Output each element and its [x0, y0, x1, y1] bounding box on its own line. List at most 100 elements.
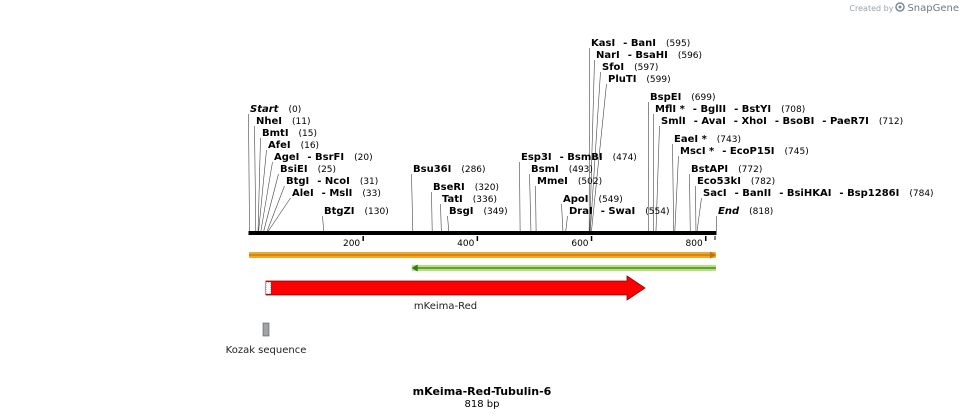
enzyme-name[interactable]: MscI * — [680, 146, 715, 157]
enzyme-name[interactable]: SmlI — [661, 116, 686, 127]
enzyme-label[interactable]: EaeI * — [674, 134, 708, 145]
site-drai[interactable]: DraI - SwaI (554) — [565, 206, 670, 232]
enzyme-label[interactable]: SmlI — [661, 116, 686, 127]
enzyme-label[interactable]: MmeI — [537, 176, 568, 187]
enzyme-name[interactable]: BtgZI — [324, 206, 355, 217]
enzyme-name[interactable]: BmtI — [262, 128, 289, 139]
enzyme-label[interactable]: BsiEI — [280, 164, 308, 175]
enzyme-label[interactable]: AvaI — [701, 116, 725, 127]
enzyme-name[interactable]: Start — [250, 104, 280, 115]
site-bmti[interactable]: BmtI (15) — [257, 128, 317, 232]
enzyme-label[interactable]: Eco53kI — [697, 176, 741, 187]
enzyme-label[interactable]: AgeI — [274, 152, 299, 163]
enzyme-label[interactable]: BsiHKAI — [787, 188, 832, 199]
enzyme-name[interactable]: MmeI — [537, 176, 568, 187]
site-bseri[interactable]: BseRI (320) — [431, 182, 499, 232]
site-bspei[interactable]: BspEI (699) — [648, 92, 716, 232]
site-alei[interactable]: AleI - MslI (33) — [268, 188, 381, 232]
site-bsmi[interactable]: BsmI (493) — [529, 164, 593, 232]
enzyme-label[interactable]: BsmBI — [567, 152, 602, 163]
site-tati[interactable]: TatI (336) — [440, 194, 497, 232]
site-end[interactable]: End (818) — [716, 206, 774, 231]
site-sfoi[interactable]: SfoI (597) — [590, 62, 658, 232]
enzyme-name[interactable]: BseRI — [433, 182, 465, 193]
site-apoi[interactable]: ApoI (549) — [561, 194, 623, 232]
enzyme-name[interactable]: BstAPI — [691, 164, 728, 175]
enzyme-name[interactable]: AgeI — [274, 152, 299, 163]
enzyme-label[interactable]: BtgZI — [324, 206, 355, 217]
enzyme-name[interactable]: AleI — [292, 188, 314, 199]
site-nhei[interactable]: NheI (11) — [254, 116, 311, 232]
enzyme-label[interactable]: BsoBI — [783, 116, 815, 127]
site-bstapi[interactable]: BstAPI (772) — [689, 164, 763, 232]
enzyme-label[interactable]: BsaHI — [635, 50, 667, 61]
enzyme-name[interactable]: - Bsp1286I — [839, 188, 899, 199]
enzyme-name[interactable]: - BsrFI — [307, 152, 344, 163]
enzyme-label[interactable]: TatI — [442, 194, 463, 205]
enzyme-name[interactable]: - MslI — [322, 188, 353, 199]
site-saci[interactable]: SacI - BanII - BsiHKAI - Bsp1286I (784) — [696, 188, 934, 232]
enzyme-label[interactable]: AleI — [292, 188, 314, 199]
enzyme-name[interactable]: - AvaI — [694, 116, 726, 127]
enzyme-name[interactable]: - BsmBI — [560, 152, 603, 163]
enzyme-label[interactable]: BspEI — [650, 92, 681, 103]
enzyme-label[interactable]: Esp3I — [521, 152, 552, 163]
enzyme-name[interactable]: SacI — [703, 188, 727, 199]
enzyme-name[interactable]: BsiEI — [280, 164, 308, 175]
feature-mkeima-red[interactable]: mKeima-Red — [265, 275, 646, 312]
site-afei[interactable]: AfeI (16) — [258, 140, 319, 232]
enzyme-label[interactable]: BanII — [742, 188, 771, 199]
site-pluti[interactable]: PluTI (599) — [591, 74, 671, 232]
enzyme-name[interactable]: - XhoI — [734, 116, 767, 127]
enzyme-name[interactable]: End — [718, 206, 740, 217]
forward-feature[interactable] — [249, 251, 716, 259]
site-smli[interactable]: SmlI - AvaI - XhoI - BsoBI - PaeR7I (712) — [655, 116, 903, 232]
enzyme-label[interactable]: SacI — [703, 188, 727, 199]
enzyme-name[interactable]: SfoI — [602, 62, 624, 73]
enzyme-label[interactable]: BsmI — [531, 164, 559, 175]
enzyme-name[interactable]: - BstYI — [734, 104, 771, 115]
enzyme-label[interactable]: BtgI — [286, 176, 309, 187]
enzyme-label[interactable]: Bsp1286I — [847, 188, 899, 199]
cds-arrow[interactable] — [265, 275, 646, 301]
enzyme-name[interactable]: KasI — [591, 38, 615, 49]
site-bsiei[interactable]: BsiEI (25) — [263, 164, 336, 232]
enzyme-name[interactable]: - NcoI — [317, 176, 350, 187]
enzyme-name[interactable]: - BsaHI — [628, 50, 668, 61]
enzyme-label[interactable]: NcoI — [325, 176, 350, 187]
enzyme-name[interactable]: - BsoBI — [775, 116, 814, 127]
enzyme-name[interactable]: - BanII — [735, 188, 772, 199]
enzyme-name[interactable]: BsmI — [531, 164, 559, 175]
enzyme-name[interactable]: ApoI — [563, 194, 589, 205]
enzyme-name[interactable]: - BglII — [693, 104, 726, 115]
site-agei[interactable]: AgeI - BsrFI (20) — [260, 152, 373, 232]
site-eaei[interactable]: EaeI * (743) — [672, 134, 742, 232]
enzyme-name[interactable]: BtgI — [286, 176, 309, 187]
enzyme-label[interactable]: BsrFI — [315, 152, 344, 163]
enzyme-label[interactable]: DraI — [569, 206, 593, 217]
enzyme-label[interactable]: BmtI — [262, 128, 289, 139]
site-mmei[interactable]: MmeI (502) — [535, 176, 603, 232]
site-bsu36i[interactable]: Bsu36I (286) — [411, 164, 486, 232]
site-btgi[interactable]: BtgI - NcoI (31) — [266, 176, 378, 232]
enzyme-label[interactable]: PluTI — [608, 74, 636, 85]
enzyme-name[interactable]: EaeI * — [674, 134, 708, 145]
enzyme-label[interactable]: BanI — [631, 38, 656, 49]
enzyme-label[interactable]: SfoI — [602, 62, 624, 73]
enzyme-label[interactable]: End — [718, 206, 740, 217]
site-mfli[interactable]: MflI * - BglII - BstYI (708) — [653, 104, 806, 232]
enzyme-label[interactable]: SwaI — [608, 206, 635, 217]
enzyme-label[interactable]: EcoP15I — [730, 146, 775, 157]
enzyme-label[interactable]: MflI * — [655, 104, 686, 115]
enzyme-name[interactable]: Esp3I — [521, 152, 552, 163]
enzyme-name[interactable]: - BanI — [623, 38, 656, 49]
enzyme-name[interactable]: Eco53kI — [697, 176, 741, 187]
enzyme-name[interactable]: Bsu36I — [413, 164, 451, 175]
enzyme-name[interactable]: - BsiHKAI — [779, 188, 831, 199]
enzyme-label[interactable]: BstAPI — [691, 164, 728, 175]
site-kasi[interactable]: KasI - BanI (595) — [588, 38, 690, 232]
feature-kozak-sequence[interactable]: Kozak sequence — [226, 322, 307, 356]
site-btgzi[interactable]: BtgZI (130) — [322, 206, 389, 232]
enzyme-name[interactable]: MflI * — [655, 104, 686, 115]
enzyme-name[interactable]: BsgI — [449, 206, 473, 217]
